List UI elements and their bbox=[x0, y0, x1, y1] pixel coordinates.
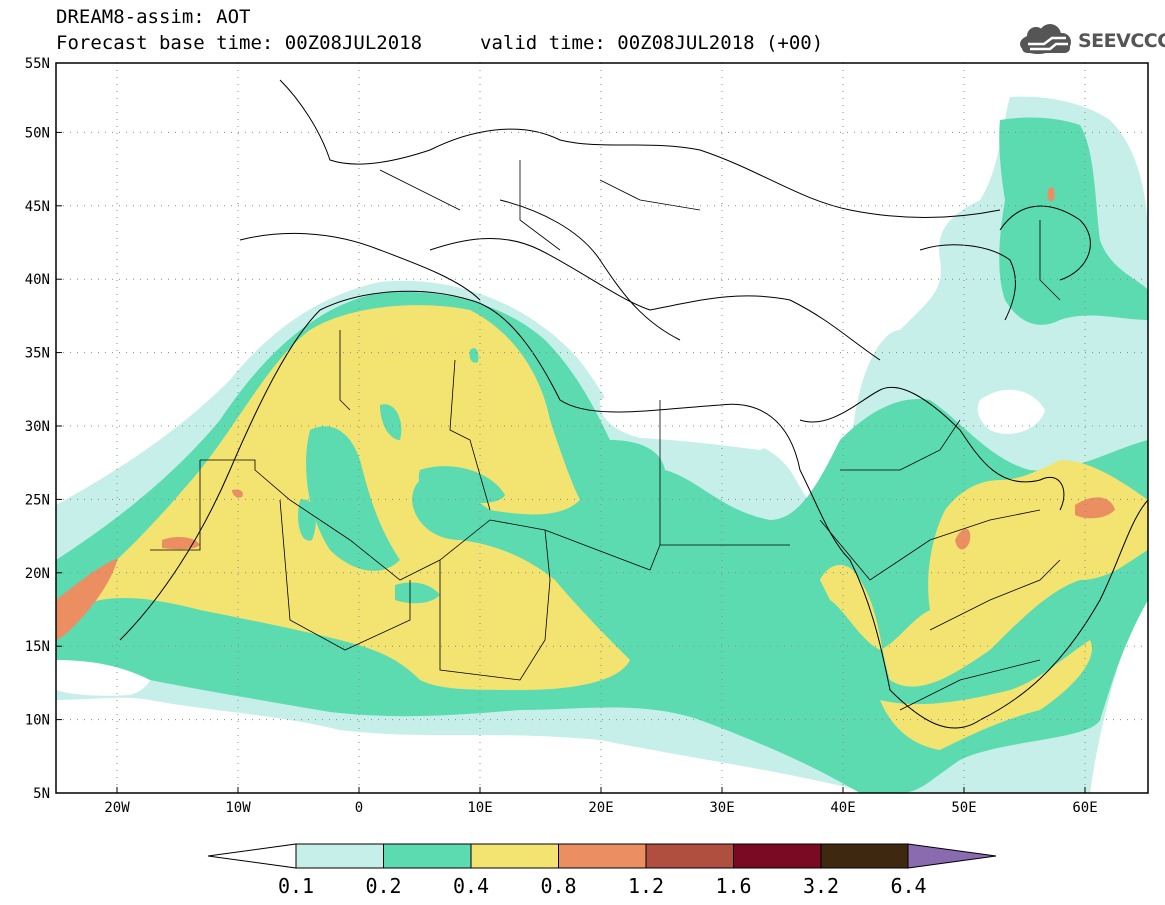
colorbar-label: 1.2 bbox=[628, 874, 664, 898]
colorbar-label: 6.4 bbox=[890, 874, 926, 898]
lat-label: 35N bbox=[25, 346, 50, 362]
aot-field-0.2-islands bbox=[298, 348, 505, 604]
lat-label: 50N bbox=[25, 125, 50, 141]
colorbar-cell bbox=[645, 843, 734, 869]
lat-label: 30N bbox=[25, 419, 50, 435]
colorbar-under-arrow bbox=[207, 843, 297, 869]
colorbar: 0.1 0.2 0.4 0.8 1.2 1.6 3.2 6.4 bbox=[207, 843, 997, 898]
lat-label: 45N bbox=[25, 199, 50, 215]
lon-label: 60E bbox=[1072, 800, 1097, 816]
lon-label: 10E bbox=[467, 800, 492, 816]
lon-label: 40E bbox=[830, 800, 855, 816]
country-borders bbox=[150, 160, 1061, 711]
lon-label: 0 bbox=[355, 800, 363, 816]
lon-labels: 20W 10W 0 10E 20E 30E 40E 50E 60E bbox=[104, 800, 1097, 816]
lat-label: 10N bbox=[25, 713, 50, 729]
colorbar-label: 1.6 bbox=[715, 874, 751, 898]
lat-label: 40N bbox=[25, 272, 50, 288]
colorbar-label: 3.2 bbox=[803, 874, 839, 898]
colorbar-cell bbox=[820, 843, 909, 869]
forecast-base-time: Forecast base time: 00Z08JUL2018 bbox=[56, 32, 423, 54]
colorbar-cell bbox=[733, 843, 822, 869]
lon-label: 20W bbox=[104, 800, 130, 816]
lon-label: 20E bbox=[588, 800, 613, 816]
lat-lon-grid bbox=[56, 63, 1148, 793]
lat-labels: 5N 10N 15N 20N 25N 30N 35N 40N 45N 50N 5… bbox=[25, 56, 50, 802]
map-title: DREAM8-assim: AOT bbox=[56, 6, 251, 28]
logo-text: SEEVCCC bbox=[1078, 30, 1165, 52]
lon-label: 30E bbox=[709, 800, 734, 816]
colorbar-over-arrow bbox=[907, 843, 997, 869]
lat-label: 55N bbox=[25, 56, 50, 72]
colorbar-cell bbox=[383, 843, 472, 869]
axis-ticks bbox=[56, 62, 1086, 794]
colorbar-cell bbox=[295, 843, 384, 869]
lon-label: 10W bbox=[225, 800, 251, 816]
colorbar-cell bbox=[558, 843, 647, 869]
seevccc-logo bbox=[1020, 24, 1071, 54]
lat-label: 5N bbox=[33, 786, 50, 802]
colorbar-label: 0.2 bbox=[365, 874, 401, 898]
coastlines bbox=[119, 79, 1148, 729]
map-frame bbox=[55, 62, 1149, 794]
lat-label: 25N bbox=[25, 492, 50, 508]
lat-label: 20N bbox=[25, 566, 50, 582]
lat-label: 15N bbox=[25, 639, 50, 655]
colorbar-label: 0.8 bbox=[540, 874, 576, 898]
colorbar-label: 0.1 bbox=[278, 874, 314, 898]
colorbar-label: 0.4 bbox=[453, 874, 489, 898]
lon-label: 50E bbox=[951, 800, 976, 816]
aot-field-0.8 bbox=[56, 187, 1115, 640]
colorbar-cell bbox=[470, 843, 559, 869]
valid-time: valid time: 00Z08JUL2018 (+00) bbox=[480, 32, 824, 54]
